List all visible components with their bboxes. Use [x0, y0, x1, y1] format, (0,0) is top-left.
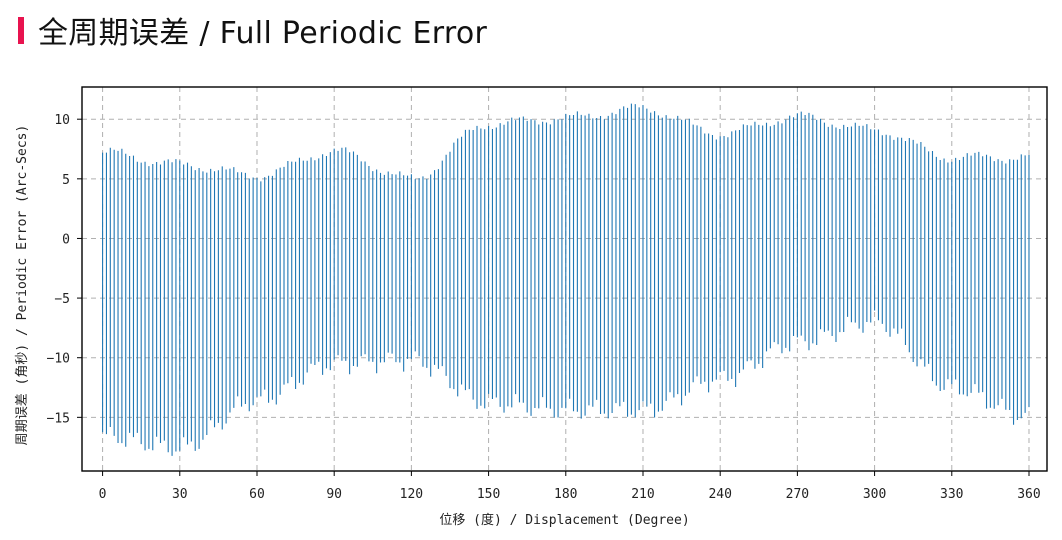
x-tick-label: 90: [326, 487, 342, 502]
y-tick-label: 10: [54, 113, 70, 128]
y-tick-label: 5: [62, 173, 70, 188]
x-tick-label: 150: [477, 487, 500, 502]
grid-lines: [82, 87, 1047, 471]
x-axis-label: 位移 (度) / Displacement (Degree): [439, 512, 689, 528]
x-tick-label: 0: [99, 487, 107, 502]
y-axis-label: 周期误差 (角秒) / Periodic Error (Arc-Secs): [15, 125, 30, 446]
page-header: 全周期误差 / Full Periodic Error: [18, 12, 487, 51]
x-tick-label: 120: [400, 487, 423, 502]
x-tick-label: 180: [554, 487, 577, 502]
x-tick-label: 240: [708, 487, 731, 502]
title-accent-bar: [18, 16, 24, 44]
page-title: 全周期误差 / Full Periodic Error: [38, 16, 488, 51]
y-axis-ticks: −15 −10 −5 0 5 10: [47, 113, 82, 426]
x-tick-label: 330: [940, 487, 963, 502]
x-tick-label: 360: [1017, 487, 1040, 502]
y-tick-label: 0: [62, 232, 70, 247]
x-tick-label: 270: [786, 487, 809, 502]
error-bars: [102, 103, 1030, 456]
x-tick-label: 30: [172, 487, 188, 502]
x-tick-label: 300: [863, 487, 886, 502]
plot-frame: [81, 86, 1048, 472]
y-tick-label: −15: [47, 411, 70, 426]
x-tick-label: 210: [631, 487, 654, 502]
x-axis-ticks: 0 30 60 90 120 150 180 210 240 270 300 330 360: [99, 471, 1041, 502]
y-tick-label: −5: [54, 292, 70, 307]
y-tick-label: −10: [47, 352, 70, 367]
x-tick-label: 60: [249, 487, 265, 502]
